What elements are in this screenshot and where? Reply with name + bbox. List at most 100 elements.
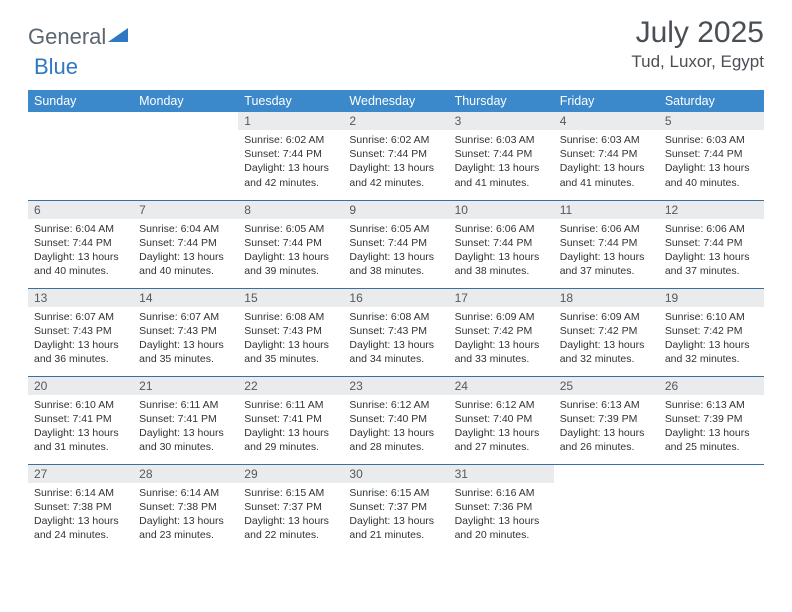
day-number: 29	[238, 465, 343, 483]
calendar-row: 13Sunrise: 6:07 AMSunset: 7:43 PMDayligh…	[28, 288, 764, 376]
calendar-row: 20Sunrise: 6:10 AMSunset: 7:41 PMDayligh…	[28, 376, 764, 464]
calendar-cell-empty	[659, 464, 764, 552]
day-details: Sunrise: 6:11 AMSunset: 7:41 PMDaylight:…	[238, 395, 343, 459]
day-details: Sunrise: 6:07 AMSunset: 7:43 PMDaylight:…	[133, 307, 238, 371]
calendar-cell: 12Sunrise: 6:06 AMSunset: 7:44 PMDayligh…	[659, 200, 764, 288]
calendar-cell: 1Sunrise: 6:02 AMSunset: 7:44 PMDaylight…	[238, 112, 343, 200]
day-number: 18	[554, 289, 659, 307]
day-details: Sunrise: 6:02 AMSunset: 7:44 PMDaylight:…	[238, 130, 343, 194]
calendar-cell: 16Sunrise: 6:08 AMSunset: 7:43 PMDayligh…	[343, 288, 448, 376]
calendar-cell: 19Sunrise: 6:10 AMSunset: 7:42 PMDayligh…	[659, 288, 764, 376]
day-details: Sunrise: 6:09 AMSunset: 7:42 PMDaylight:…	[449, 307, 554, 371]
day-header: Thursday	[449, 90, 554, 112]
day-header: Sunday	[28, 90, 133, 112]
day-number: 25	[554, 377, 659, 395]
day-number: 12	[659, 201, 764, 219]
day-details: Sunrise: 6:05 AMSunset: 7:44 PMDaylight:…	[343, 219, 448, 283]
calendar-table: Sunday Monday Tuesday Wednesday Thursday…	[28, 90, 764, 552]
day-number: 27	[28, 465, 133, 483]
day-number: 2	[343, 112, 448, 130]
calendar-row: 6Sunrise: 6:04 AMSunset: 7:44 PMDaylight…	[28, 200, 764, 288]
day-details: Sunrise: 6:13 AMSunset: 7:39 PMDaylight:…	[659, 395, 764, 459]
day-details: Sunrise: 6:14 AMSunset: 7:38 PMDaylight:…	[28, 483, 133, 547]
day-details: Sunrise: 6:12 AMSunset: 7:40 PMDaylight:…	[449, 395, 554, 459]
day-number: 26	[659, 377, 764, 395]
calendar-cell: 2Sunrise: 6:02 AMSunset: 7:44 PMDaylight…	[343, 112, 448, 200]
day-header: Saturday	[659, 90, 764, 112]
day-details: Sunrise: 6:05 AMSunset: 7:44 PMDaylight:…	[238, 219, 343, 283]
calendar-cell: 26Sunrise: 6:13 AMSunset: 7:39 PMDayligh…	[659, 376, 764, 464]
calendar-cell: 15Sunrise: 6:08 AMSunset: 7:43 PMDayligh…	[238, 288, 343, 376]
day-header-row: Sunday Monday Tuesday Wednesday Thursday…	[28, 90, 764, 112]
day-number: 5	[659, 112, 764, 130]
day-number: 17	[449, 289, 554, 307]
day-details: Sunrise: 6:14 AMSunset: 7:38 PMDaylight:…	[133, 483, 238, 547]
day-details: Sunrise: 6:15 AMSunset: 7:37 PMDaylight:…	[343, 483, 448, 547]
day-details: Sunrise: 6:03 AMSunset: 7:44 PMDaylight:…	[554, 130, 659, 194]
day-header: Monday	[133, 90, 238, 112]
day-details: Sunrise: 6:06 AMSunset: 7:44 PMDaylight:…	[554, 219, 659, 283]
calendar-cell: 31Sunrise: 6:16 AMSunset: 7:36 PMDayligh…	[449, 464, 554, 552]
day-number: 19	[659, 289, 764, 307]
calendar-cell: 23Sunrise: 6:12 AMSunset: 7:40 PMDayligh…	[343, 376, 448, 464]
calendar-cell: 11Sunrise: 6:06 AMSunset: 7:44 PMDayligh…	[554, 200, 659, 288]
day-number: 3	[449, 112, 554, 130]
day-details: Sunrise: 6:15 AMSunset: 7:37 PMDaylight:…	[238, 483, 343, 547]
calendar-cell: 29Sunrise: 6:15 AMSunset: 7:37 PMDayligh…	[238, 464, 343, 552]
day-number: 20	[28, 377, 133, 395]
day-number: 16	[343, 289, 448, 307]
day-number: 31	[449, 465, 554, 483]
calendar-cell: 7Sunrise: 6:04 AMSunset: 7:44 PMDaylight…	[133, 200, 238, 288]
day-details: Sunrise: 6:03 AMSunset: 7:44 PMDaylight:…	[449, 130, 554, 194]
day-number: 13	[28, 289, 133, 307]
calendar-cell: 28Sunrise: 6:14 AMSunset: 7:38 PMDayligh…	[133, 464, 238, 552]
calendar-cell: 24Sunrise: 6:12 AMSunset: 7:40 PMDayligh…	[449, 376, 554, 464]
calendar-cell-empty	[133, 112, 238, 200]
day-number: 24	[449, 377, 554, 395]
day-number: 6	[28, 201, 133, 219]
brand-text-1: General	[28, 24, 106, 50]
calendar-cell: 10Sunrise: 6:06 AMSunset: 7:44 PMDayligh…	[449, 200, 554, 288]
calendar-cell: 22Sunrise: 6:11 AMSunset: 7:41 PMDayligh…	[238, 376, 343, 464]
day-details: Sunrise: 6:07 AMSunset: 7:43 PMDaylight:…	[28, 307, 133, 371]
calendar-cell-empty	[28, 112, 133, 200]
day-number: 30	[343, 465, 448, 483]
day-details: Sunrise: 6:03 AMSunset: 7:44 PMDaylight:…	[659, 130, 764, 194]
day-details: Sunrise: 6:10 AMSunset: 7:41 PMDaylight:…	[28, 395, 133, 459]
day-number: 4	[554, 112, 659, 130]
day-number: 23	[343, 377, 448, 395]
day-number: 11	[554, 201, 659, 219]
calendar-cell: 8Sunrise: 6:05 AMSunset: 7:44 PMDaylight…	[238, 200, 343, 288]
day-details: Sunrise: 6:04 AMSunset: 7:44 PMDaylight:…	[133, 219, 238, 283]
day-number: 7	[133, 201, 238, 219]
day-number: 1	[238, 112, 343, 130]
page-title: July 2025	[631, 16, 764, 50]
calendar-cell: 17Sunrise: 6:09 AMSunset: 7:42 PMDayligh…	[449, 288, 554, 376]
calendar-cell: 25Sunrise: 6:13 AMSunset: 7:39 PMDayligh…	[554, 376, 659, 464]
day-number: 22	[238, 377, 343, 395]
day-number: 21	[133, 377, 238, 395]
calendar-cell: 18Sunrise: 6:09 AMSunset: 7:42 PMDayligh…	[554, 288, 659, 376]
day-header: Friday	[554, 90, 659, 112]
calendar-cell: 21Sunrise: 6:11 AMSunset: 7:41 PMDayligh…	[133, 376, 238, 464]
day-header: Tuesday	[238, 90, 343, 112]
calendar-cell: 13Sunrise: 6:07 AMSunset: 7:43 PMDayligh…	[28, 288, 133, 376]
calendar-cell: 6Sunrise: 6:04 AMSunset: 7:44 PMDaylight…	[28, 200, 133, 288]
calendar-row: 1Sunrise: 6:02 AMSunset: 7:44 PMDaylight…	[28, 112, 764, 200]
calendar-row: 27Sunrise: 6:14 AMSunset: 7:38 PMDayligh…	[28, 464, 764, 552]
day-details: Sunrise: 6:09 AMSunset: 7:42 PMDaylight:…	[554, 307, 659, 371]
day-number: 9	[343, 201, 448, 219]
day-details: Sunrise: 6:04 AMSunset: 7:44 PMDaylight:…	[28, 219, 133, 283]
calendar-cell: 20Sunrise: 6:10 AMSunset: 7:41 PMDayligh…	[28, 376, 133, 464]
day-details: Sunrise: 6:08 AMSunset: 7:43 PMDaylight:…	[343, 307, 448, 371]
day-details: Sunrise: 6:13 AMSunset: 7:39 PMDaylight:…	[554, 395, 659, 459]
calendar-cell: 3Sunrise: 6:03 AMSunset: 7:44 PMDaylight…	[449, 112, 554, 200]
day-number: 14	[133, 289, 238, 307]
day-details: Sunrise: 6:02 AMSunset: 7:44 PMDaylight:…	[343, 130, 448, 194]
day-details: Sunrise: 6:08 AMSunset: 7:43 PMDaylight:…	[238, 307, 343, 371]
day-number: 8	[238, 201, 343, 219]
day-details: Sunrise: 6:16 AMSunset: 7:36 PMDaylight:…	[449, 483, 554, 547]
day-number: 15	[238, 289, 343, 307]
calendar-cell: 5Sunrise: 6:03 AMSunset: 7:44 PMDaylight…	[659, 112, 764, 200]
day-number: 28	[133, 465, 238, 483]
